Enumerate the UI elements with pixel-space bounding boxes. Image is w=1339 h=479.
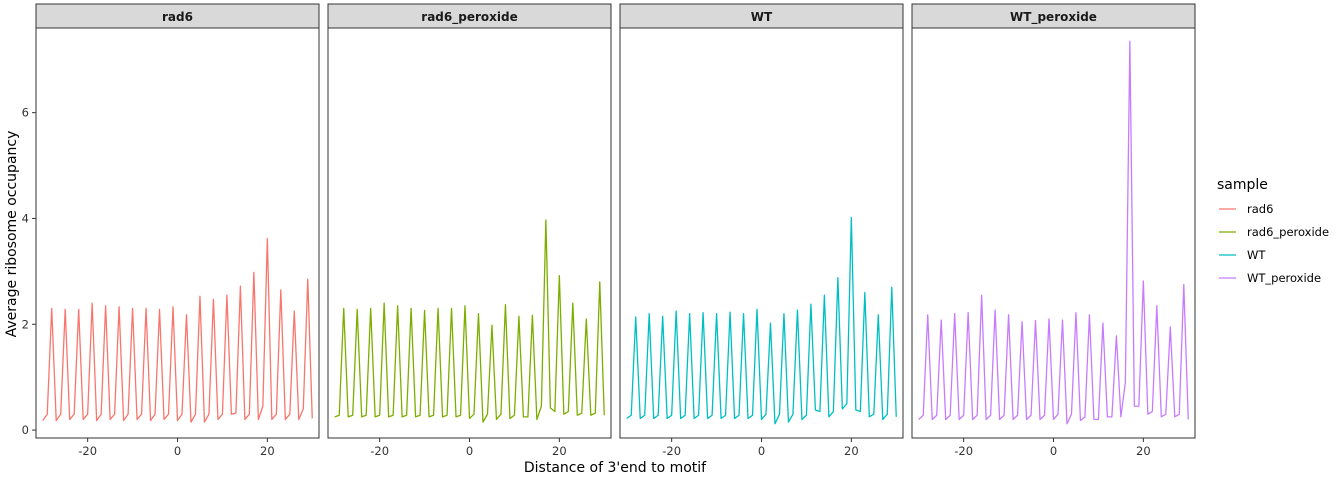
facet-strip: [619, 3, 904, 29]
y-axis-title: Average ribosome occupancy: [4, 131, 20, 338]
series-line-WT_peroxide: [918, 40, 1189, 425]
panel-background: [620, 28, 903, 438]
legend-label: rad6: [1247, 202, 1273, 216]
x-tick-label: 20: [260, 444, 275, 458]
panel-background: [328, 28, 611, 438]
y-tick-label: 0: [22, 423, 29, 437]
x-tick-label: 20: [844, 444, 859, 458]
y-axis: 0 2 4 6: [22, 106, 36, 437]
legend-label: WT: [1247, 248, 1266, 262]
legend-item-rad6: rad6: [1219, 202, 1273, 216]
legend-label: rad6_peroxide: [1247, 225, 1329, 239]
x-tick-label: -20: [662, 444, 681, 458]
legend-title: sample: [1217, 177, 1268, 193]
facet-strip-label: rad6_peroxide: [421, 10, 517, 25]
legend-items: rad6 rad6_peroxide WT WT_peroxide: [1219, 202, 1329, 285]
x-tick-label: 0: [758, 444, 765, 458]
legend-label: WT_peroxide: [1247, 271, 1321, 285]
x-tick-label: 20: [552, 444, 567, 458]
y-tick-label: 6: [22, 106, 29, 120]
legend: sample rad6 rad6_peroxide WT WT_peroxide: [1217, 177, 1329, 285]
x-tick-label: 0: [1050, 444, 1057, 458]
x-tick-label: -20: [78, 444, 97, 458]
facet-strip-label: rad6: [162, 10, 193, 24]
facet-strip-label: WT_peroxide: [1010, 10, 1097, 25]
series-line-rad6: [42, 237, 313, 423]
facet-strip-label: WT: [751, 10, 773, 24]
series-line-WT: [626, 216, 897, 425]
facet-strip: [911, 3, 1196, 29]
x-tick-label: 0: [466, 444, 473, 458]
x-tick-label: 0: [174, 444, 181, 458]
legend-item-rad6_peroxide: rad6_peroxide: [1219, 225, 1329, 239]
facet-rad6: rad6 -20 0 20: [35, 3, 320, 458]
legend-item-WT_peroxide: WT_peroxide: [1219, 271, 1321, 285]
facet-WT_peroxide: WT_peroxide -20 0 20: [911, 3, 1196, 458]
y-tick-label: 2: [22, 317, 29, 331]
series-line-rad6_peroxide: [334, 219, 605, 423]
legend-item-WT: WT: [1219, 248, 1266, 262]
y-tick-label: 4: [22, 211, 29, 225]
facet-WT: WT -20 0 20: [619, 3, 904, 458]
x-tick-label: -20: [954, 444, 973, 458]
x-tick-label: 20: [1136, 444, 1151, 458]
x-tick-label: -20: [370, 444, 389, 458]
facet-strip: [35, 3, 320, 29]
panel-background: [36, 28, 319, 438]
facet-rad6_peroxide: rad6_peroxide -20 0 20: [327, 3, 612, 458]
x-axis-title: Distance of 3'end to motif: [524, 460, 707, 476]
panel-background: [912, 28, 1195, 438]
